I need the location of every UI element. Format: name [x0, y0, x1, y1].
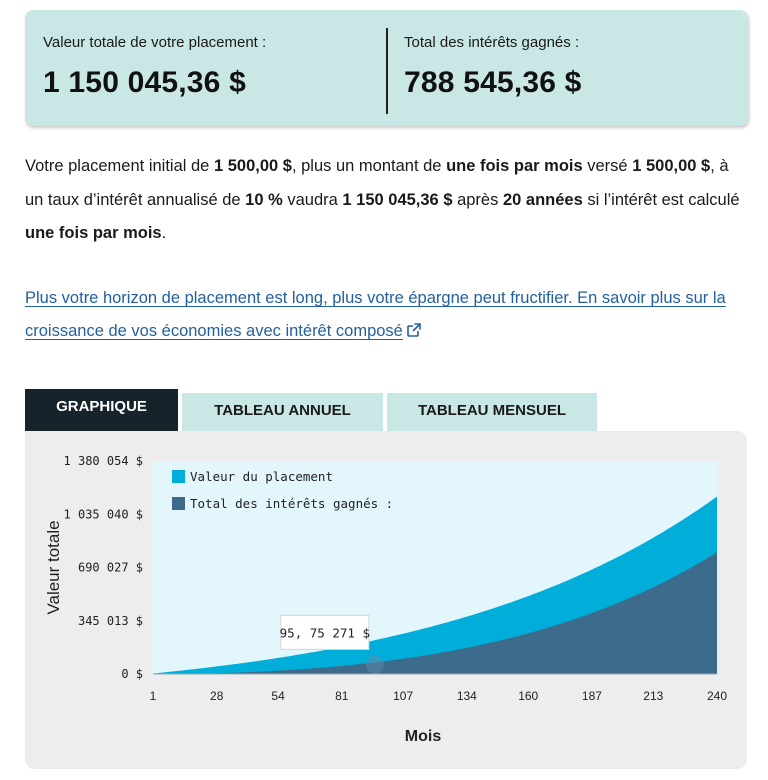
x-tick-label: 1 [150, 689, 157, 703]
y-tick-label: 1 035 040 $ [64, 507, 143, 521]
tab-tableau-mensuel[interactable]: TABLEAU MENSUEL [387, 393, 597, 431]
total-value-amount: 1 150 045,36 $ [43, 66, 246, 99]
x-tick-label: 240 [707, 689, 727, 703]
chart-panel: 0 $ 345 013 $ 690 027 $ 1 035 040 $ 1 380 05… [25, 431, 747, 769]
y-axis-ticks: 0 $ 345 013 $ 690 027 $ 1 035 040 $ 1 380 05… [64, 454, 717, 681]
y-tick-label: 0 $ [121, 667, 143, 681]
tab-tableau-annuel[interactable]: TABLEAU ANNUEL [182, 393, 383, 431]
x-tick-label: 213 [643, 689, 663, 703]
x-axis-label: Mois [405, 728, 442, 745]
y-axis-label: Valeur totale [44, 520, 63, 614]
para-text: Votre placement initial de [25, 157, 214, 175]
link-text: Plus votre horizon de placement est long… [25, 289, 726, 340]
chart-tooltip: 95, 75 271 $ [280, 614, 370, 650]
interest-block: Total des intérêts gagnés : 788 545,36 $ [404, 10, 734, 126]
x-tick-label: 54 [271, 689, 285, 703]
x-tick-label: 107 [393, 689, 413, 703]
tooltip-box [280, 614, 370, 650]
interest-label: Total des intérêts gagnés : [404, 34, 580, 51]
tooltip-text: 95, 75 271 $ [280, 625, 370, 640]
legend-label-interets: Total des intérêts gagnés : [190, 496, 393, 511]
x-tick-label: 187 [582, 689, 602, 703]
x-tick-label: 81 [335, 689, 349, 703]
interest-amount: 788 545,36 $ [404, 66, 582, 99]
x-tick-label: 160 [518, 689, 538, 703]
legend-swatch-valeur [172, 470, 185, 483]
para-initial-amount: 1 500,00 $ [213, 157, 292, 175]
y-tick-label: 345 013 $ [78, 614, 143, 628]
para-years: 20 années [502, 190, 583, 209]
total-value-label: Valeur totale de votre placement : [43, 34, 267, 51]
para-final-amount: 1 150 045,36 $ [342, 190, 453, 209]
legend-swatch-interets [172, 497, 185, 510]
para-text: , plus un montant de [291, 157, 447, 175]
hover-marker [365, 655, 384, 674]
para-text: si l’intérêt est calculé [582, 190, 740, 209]
total-value-block: Valeur totale de votre placement : 1 150… [43, 10, 383, 126]
growth-chart: 0 $ 345 013 $ 690 027 $ 1 035 040 $ 1 380 05… [44, 454, 728, 745]
x-tick-label: 28 [210, 689, 224, 703]
external-link-icon [407, 323, 421, 337]
series-area-interets [153, 552, 717, 674]
x-axis-ticks: 1 28 54 81 107 134 160 187 213 240 [150, 689, 728, 703]
summary-card: Valeur totale de votre placement : 1 150… [25, 10, 748, 126]
legend-label-valeur: Valeur du placement [190, 469, 333, 484]
summary-paragraph: Votre placement initial de 1 500,00 $, p… [25, 150, 745, 251]
para-text: , à un taux d’intérêt annualisé de [25, 157, 729, 209]
para-text: après [452, 190, 503, 209]
para-text: . [161, 224, 167, 242]
para-rate: 10 % [245, 190, 283, 209]
para-contribution: 1 500,00 $ [632, 157, 711, 175]
x-tick-label: 134 [457, 689, 477, 703]
summary-divider [386, 28, 388, 114]
tab-graphique[interactable]: GRAPHIQUE [25, 389, 178, 431]
para-text: versé [582, 157, 633, 175]
y-tick-label: 1 380 054 $ [64, 454, 143, 468]
para-text: vaudra [282, 190, 343, 209]
chart-legend: Valeur du placement Total des intérêts g… [172, 469, 393, 511]
y-tick-label: 690 027 $ [78, 561, 143, 575]
compound-interest-link[interactable]: Plus votre horizon de placement est long… [25, 282, 745, 348]
para-compounding: une fois par mois [25, 224, 162, 242]
para-frequency: une fois par mois [446, 157, 583, 175]
